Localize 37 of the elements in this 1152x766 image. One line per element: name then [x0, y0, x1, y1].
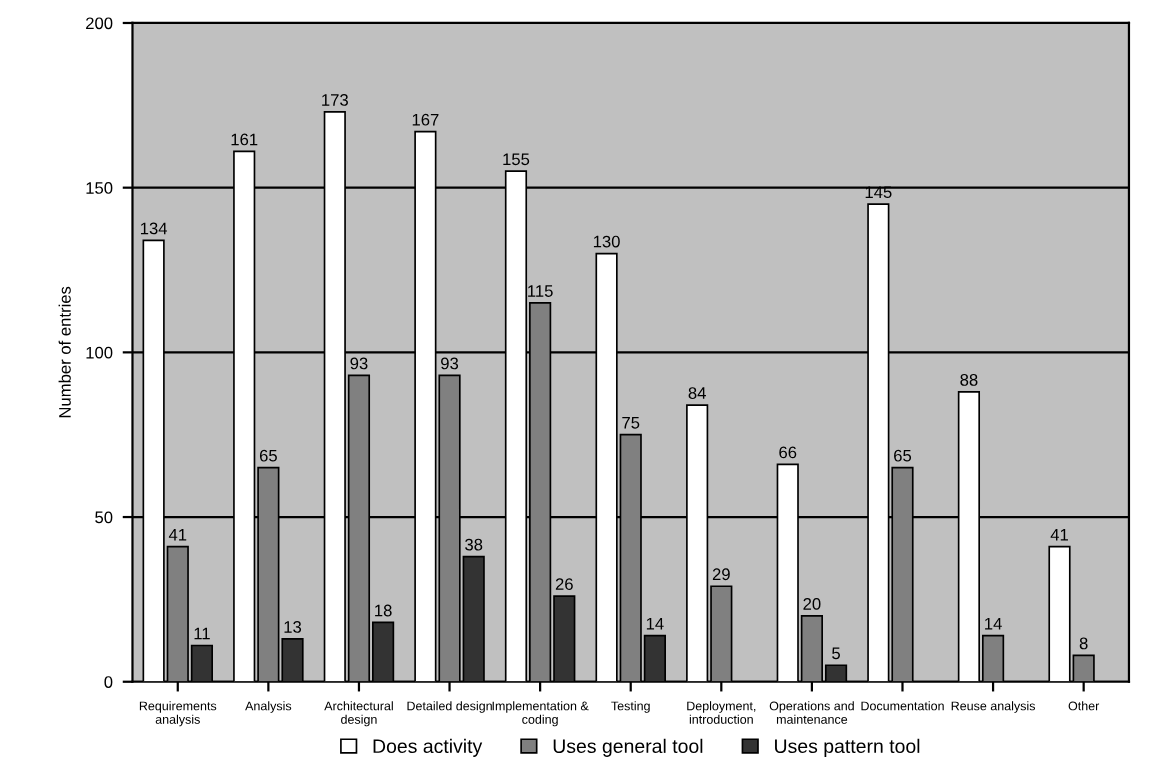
data-label: 14 [985, 617, 1002, 630]
data-label: 38 [465, 538, 483, 551]
data-label: 88 [960, 374, 978, 386]
data-label: 29 [712, 568, 730, 581]
data-label: 161 [231, 133, 258, 146]
data-label: 41 [168, 528, 187, 541]
data-label: 130 [593, 235, 620, 248]
data-label: 14 [646, 617, 664, 630]
data-label: 13 [284, 621, 302, 633]
legend-label: Uses general tool [553, 738, 703, 757]
data-label: 173 [322, 94, 348, 106]
data-label: 66 [779, 446, 797, 459]
data-label: 8 [1079, 637, 1088, 650]
data-label: 93 [350, 357, 368, 370]
data-label: 11 [194, 627, 210, 640]
data-label: 41 [1050, 528, 1068, 541]
y-tick-label: 50 [95, 511, 113, 524]
data-label: 65 [259, 449, 277, 462]
data-label: 75 [622, 417, 640, 429]
legend-label: Uses pattern tool [775, 738, 920, 757]
data-label: 26 [555, 578, 573, 591]
data-label: 5 [832, 647, 840, 660]
data-label: 155 [503, 153, 530, 166]
data-label: 18 [375, 604, 392, 617]
data-label: 84 [688, 387, 706, 399]
data-label: 134 [140, 222, 168, 235]
y-axis-title: Number of entries [58, 286, 71, 418]
y-tick-label: 0 [104, 676, 113, 688]
data-label: 93 [441, 357, 459, 370]
data-label: 167 [412, 113, 439, 126]
y-tick-label: 150 [86, 182, 113, 194]
legend-label: Does activity [373, 738, 483, 757]
y-tick-label: 200 [86, 17, 113, 30]
y-tick-label: 100 [86, 346, 113, 359]
data-label: 65 [894, 449, 912, 462]
data-label: 115 [528, 285, 553, 297]
data-label: 20 [803, 597, 821, 610]
